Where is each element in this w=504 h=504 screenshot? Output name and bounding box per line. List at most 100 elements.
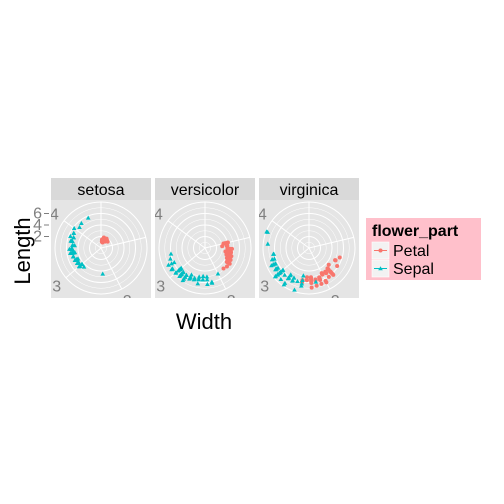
data-point-petal — [227, 246, 232, 251]
data-point-sepal — [77, 263, 83, 268]
data-point-sepal — [81, 264, 87, 269]
data-point-sepal — [74, 256, 80, 261]
data-point-sepal — [215, 271, 221, 276]
legend-label-sepal: Sepal — [393, 261, 434, 278]
data-point-sepal — [196, 274, 202, 279]
data-point-petal — [105, 239, 110, 244]
data-point-sepal — [168, 251, 174, 256]
angular-gridline — [100, 236, 146, 249]
angular-gridline — [100, 247, 123, 290]
data-point-petal — [335, 263, 340, 268]
data-point-sepal — [313, 279, 319, 284]
data-point-sepal — [196, 276, 202, 281]
theta-tick-label: 3 — [156, 278, 165, 295]
x-axis-title: Width — [176, 309, 232, 334]
data-point-sepal — [85, 215, 91, 220]
data-point-petal — [326, 267, 331, 272]
data-point-sepal — [77, 224, 82, 230]
data-point-sepal — [300, 277, 305, 282]
theta-tick-label: 2 — [123, 293, 132, 310]
legend-key-petal — [371, 241, 390, 260]
data-point-sepal — [178, 272, 184, 277]
data-point-sepal — [173, 270, 178, 275]
data-point-sepal — [209, 280, 215, 285]
y-axis-title: Length — [10, 217, 35, 284]
data-point-sepal — [71, 230, 77, 235]
data-point-sepal — [269, 257, 275, 262]
theta-tick-label: 4 — [258, 207, 267, 224]
strip-versicolor — [155, 178, 255, 200]
data-point-sepal — [278, 276, 284, 281]
data-point-sepal — [191, 277, 197, 282]
data-point-sepal — [69, 250, 75, 255]
data-point-sepal — [168, 256, 173, 261]
data-point-petal — [226, 249, 231, 254]
data-point-sepal — [200, 273, 206, 278]
data-point-sepal — [275, 272, 280, 277]
data-point-petal — [304, 278, 309, 283]
angular-gridline — [271, 220, 310, 249]
data-point-sepal — [264, 229, 269, 234]
data-point-sepal — [188, 274, 193, 279]
data-point-sepal — [184, 272, 189, 277]
data-point-sepal — [204, 274, 210, 279]
data-point-sepal — [180, 277, 186, 283]
legend-key-sepal — [371, 259, 390, 278]
data-point-sepal — [166, 262, 171, 267]
strip-setosa — [51, 178, 151, 200]
data-point-petal — [221, 266, 226, 271]
strip-label-setosa: setosa — [77, 182, 124, 199]
data-point-sepal — [280, 267, 286, 272]
data-point-sepal — [177, 266, 183, 272]
data-point-petal — [227, 257, 232, 262]
data-point-petal — [326, 274, 331, 279]
data-point-petal — [320, 272, 325, 277]
data-point-sepal — [74, 260, 80, 266]
legend-key-circle-icon — [378, 248, 383, 253]
data-point-sepal — [205, 281, 210, 286]
data-point-sepal — [70, 242, 76, 248]
strip-virginica — [259, 178, 359, 200]
theta-tick-label: 3 — [260, 278, 269, 295]
data-point-sepal — [288, 272, 294, 277]
angular-gridline — [63, 220, 102, 249]
data-point-sepal — [273, 267, 278, 272]
theta-tick-label: 3 — [52, 278, 61, 295]
radial-tick-label: 4 — [33, 217, 42, 234]
data-point-sepal — [204, 277, 210, 282]
data-point-petal — [319, 281, 324, 286]
panel-versicolor: versicolor1234 — [154, 178, 255, 310]
theta-tick-label: 4 — [154, 207, 163, 224]
data-point-sepal — [169, 261, 174, 266]
data-point-petal — [224, 259, 229, 264]
data-point-petal — [227, 261, 232, 266]
legend-key-triangle-icon — [378, 266, 383, 271]
data-point-sepal — [271, 251, 277, 256]
data-point-sepal — [278, 269, 283, 274]
legend-title: flower_part — [372, 223, 459, 240]
data-point-sepal — [195, 281, 201, 286]
data-point-sepal — [282, 280, 288, 285]
data-point-petal — [228, 253, 233, 258]
data-point-petal — [224, 264, 229, 269]
data-point-sepal — [71, 254, 76, 259]
data-point-petal — [323, 269, 328, 274]
angular-gridline — [308, 236, 354, 249]
data-point-petal — [323, 278, 328, 283]
theta-tick-label: 2 — [227, 293, 236, 310]
data-point-sepal — [71, 235, 76, 240]
data-point-sepal — [79, 220, 84, 226]
data-point-sepal — [282, 272, 288, 277]
theta-tick-label: 2 — [331, 293, 340, 310]
legend-label-petal: Petal — [393, 243, 429, 260]
data-point-sepal — [271, 262, 276, 267]
angular-gridline — [204, 247, 227, 290]
data-point-sepal — [171, 259, 177, 265]
strip-label-virginica: virginica — [280, 182, 339, 199]
